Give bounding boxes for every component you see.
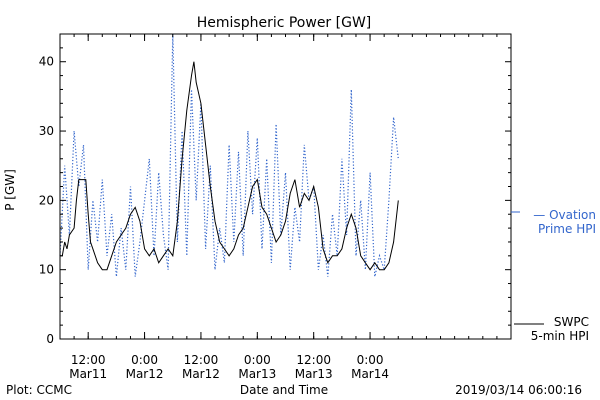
y-tick-label: 40: [39, 55, 54, 69]
series-line-swpc: [60, 61, 399, 271]
footer-left: Plot: CCMC: [6, 383, 72, 397]
x-tick-label-date: Mar12: [182, 367, 220, 381]
y-axis: 0 10 20 30 40: [39, 47, 511, 346]
x-tick-label-time: 12:00: [296, 353, 331, 367]
x-tick-label-date: Mar13: [295, 367, 333, 381]
legend-swpc: SWPC 5-min HPI: [514, 315, 589, 343]
x-tick-label-date: Mar11: [69, 367, 107, 381]
x-tick-label-date: Mar12: [126, 367, 164, 381]
y-tick-label: 20: [39, 193, 54, 207]
y-axis-label: P [GW]: [3, 169, 17, 211]
x-tick-label-time: 12:00: [71, 353, 106, 367]
y-tick-label: 30: [39, 124, 54, 138]
chart-title: Hemispheric Power [GW]: [197, 15, 372, 31]
x-tick-label-time: 0:00: [131, 353, 158, 367]
series-line-ovation-prime: [59, 33, 399, 277]
x-tick-label-time: 12:00: [184, 353, 219, 367]
x-axis: 12:00Mar110:00Mar1212:00Mar120:00Mar1312…: [59, 34, 512, 381]
legend-swpc-label-2: 5-min HPI: [531, 329, 589, 343]
x-tick-label-date: Mar14: [351, 367, 389, 381]
plot-frame: [59, 33, 512, 340]
series-layer: [59, 33, 399, 277]
x-tick-label-date: Mar13: [238, 367, 276, 381]
footer-right: 2019/03/14 06:00:16: [455, 383, 582, 397]
y-tick-label: 0: [46, 332, 54, 346]
y-tick-label: 10: [39, 263, 54, 277]
legend-ovation-label-1: — Ovation: [533, 208, 596, 222]
x-tick-label-time: 0:00: [357, 353, 384, 367]
legend-ovation: — Ovation Prime HPI: [511, 208, 596, 236]
legend-swpc-label-1: SWPC: [554, 315, 589, 329]
legend-ovation-label-2: Prime HPI: [538, 222, 596, 236]
x-tick-label-time: 0:00: [244, 353, 271, 367]
x-axis-label: Date and Time: [240, 383, 328, 397]
